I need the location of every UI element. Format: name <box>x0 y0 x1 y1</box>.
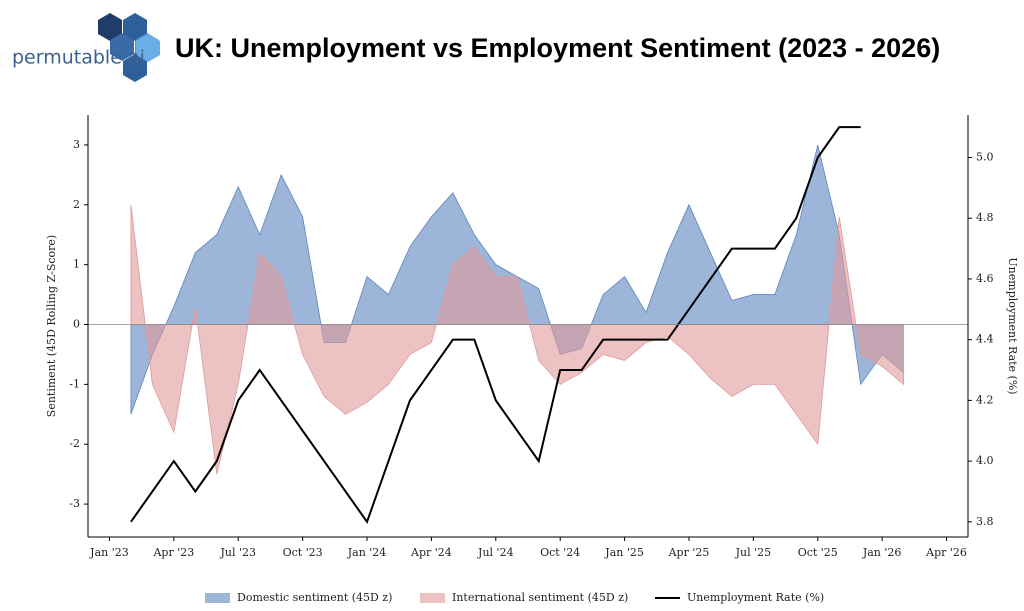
y-axis-label: Sentiment (45D Rolling Z-Score) <box>45 235 58 417</box>
y2-tick-label: 4.4 <box>976 333 994 346</box>
legend-label: Domestic sentiment (45D z) <box>237 591 392 604</box>
x-tick-label: Oct '25 <box>798 546 838 559</box>
x-tick-label: Jan '25 <box>604 546 644 559</box>
y-tick-label: -3 <box>69 497 80 510</box>
x-tick-label: Apr '23 <box>152 546 194 559</box>
y2-tick-label: 5.0 <box>976 151 994 164</box>
logo-icon <box>98 13 160 82</box>
y-tick-label: 1 <box>73 258 80 271</box>
y-tick-label: -2 <box>69 437 80 450</box>
x-tick-label: Apr '25 <box>668 546 710 559</box>
legend-swatch <box>205 593 230 603</box>
x-tick-label: Oct '24 <box>540 546 580 559</box>
x-tick-label: Jul '23 <box>219 546 256 559</box>
x-tick-label: Jan '24 <box>347 546 387 559</box>
y2-tick-label: 3.8 <box>976 515 994 528</box>
y2-tick-label: 4.2 <box>976 393 994 406</box>
chart-title: UK: Unemployment vs Employment Sentiment… <box>175 33 940 63</box>
unemployment-line <box>130 126 861 524</box>
y-tick-label: 2 <box>73 198 80 211</box>
x-tick-label: Apr '24 <box>410 546 452 559</box>
x-tick-label: Jul '24 <box>477 546 514 559</box>
x-tick-label: Oct '23 <box>283 546 323 559</box>
y2-axis-label: Unemployment Rate (%) <box>1006 257 1019 394</box>
x-tick-label: Jul '25 <box>735 546 772 559</box>
x-tick-label: Jan '26 <box>862 546 902 559</box>
sentiment-area <box>130 204 905 475</box>
x-tick-label: Jan '23 <box>89 546 129 559</box>
y2-tick-label: 4.8 <box>976 211 994 224</box>
y-tick-label: 0 <box>73 318 80 331</box>
legend-label: International sentiment (45D z) <box>452 591 628 604</box>
logo-text: permutable.ai <box>12 47 145 69</box>
y-tick-label: -1 <box>69 377 80 390</box>
y2-tick-label: 4.0 <box>976 454 994 467</box>
legend-label: Unemployment Rate (%) <box>687 591 824 604</box>
x-tick-label: Apr '26 <box>925 546 967 559</box>
legend-swatch <box>420 593 445 603</box>
y2-tick-label: 4.6 <box>976 272 994 285</box>
y-tick-label: 3 <box>73 138 80 151</box>
